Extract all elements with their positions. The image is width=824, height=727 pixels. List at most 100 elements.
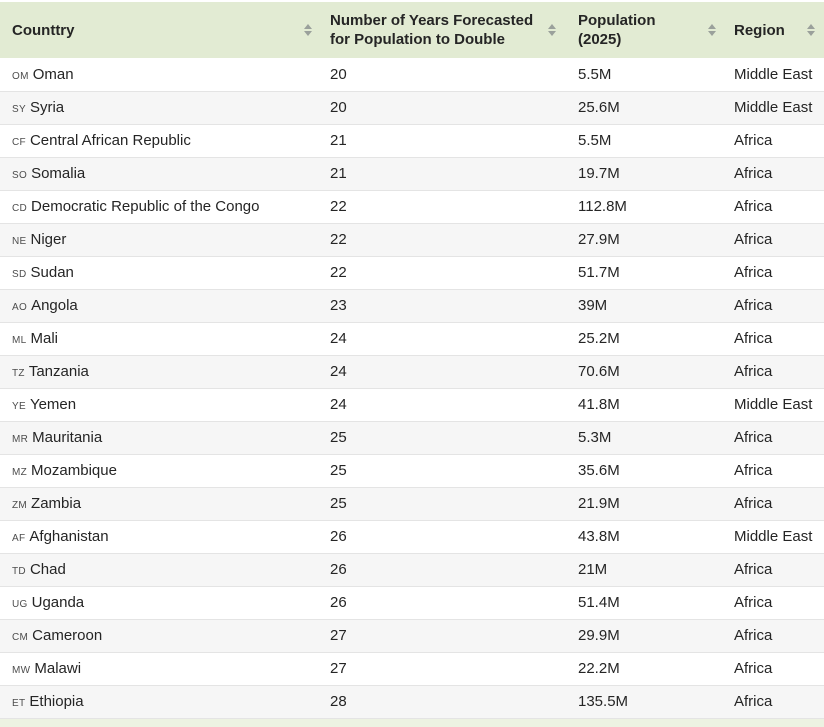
country-code: CD — [12, 203, 28, 214]
country-name: Zambia — [31, 495, 82, 512]
country-cell: UG Uganda — [0, 586, 320, 619]
population-cell: 22.2M — [578, 660, 620, 677]
years-cell: 24 — [330, 396, 347, 413]
country-name: Uganda — [31, 594, 85, 611]
country-name: Afghanistan — [29, 528, 109, 545]
country-cell: SD Sudan — [0, 256, 320, 289]
region-cell: Africa — [734, 594, 773, 611]
table-body: OM Oman 20 5.5M Middle East SY Syria 20 25… — [0, 58, 824, 718]
sort-icon — [304, 24, 312, 36]
country-name: Yemen — [29, 396, 77, 413]
country-code: ZM — [12, 500, 28, 511]
table-row: CF Central African Republic 21 5.5M Afric… — [0, 124, 824, 157]
population-cell: 35.6M — [578, 462, 620, 479]
population-cell: 5.3M — [578, 429, 612, 446]
country-code: SY — [12, 104, 26, 115]
column-header-years-to-double[interactable]: Number of Years Forecasted for Populatio… — [320, 2, 566, 58]
country-cell: TD Chad — [0, 553, 320, 586]
table-row: TD Chad 26 21M Africa — [0, 553, 824, 586]
country-cell: MR Mauritania — [0, 421, 320, 454]
table-row: AO Angola 23 39M Africa — [0, 289, 824, 322]
region-cell: Africa — [734, 363, 773, 380]
region-cell: Africa — [734, 462, 773, 479]
table-row: MW Malawi 27 22.2M Africa — [0, 652, 824, 685]
country-code: NE — [12, 236, 27, 247]
region-cell: Africa — [734, 429, 773, 446]
table-row: ET Ethiopia 28 135.5M Africa — [0, 685, 824, 718]
column-header-population-label: Population (2025) — [578, 12, 656, 48]
country-name: Niger — [30, 231, 67, 248]
country-cell: ZM Zambia — [0, 487, 320, 520]
country-cell: SO Somalia — [0, 157, 320, 190]
table-header: Counttry Number of Years Forecasted for … — [0, 2, 824, 58]
column-header-years-label: Number of Years Forecasted for Populatio… — [330, 12, 534, 48]
population-cell: 5.5M — [578, 132, 612, 149]
column-header-region-label: Region — [734, 21, 785, 39]
country-name: Cameroon — [32, 627, 103, 644]
population-cell: 21.9M — [578, 495, 620, 512]
country-name: Sudan — [30, 264, 74, 281]
table-row: YE Yemen 24 41.8M Middle East — [0, 388, 824, 421]
country-cell: MW Malawi — [0, 652, 320, 685]
country-code: SO — [12, 170, 28, 181]
country-code: UG — [12, 599, 28, 610]
country-cell: NE Niger — [0, 223, 320, 256]
population-cell: 135.5M — [578, 693, 629, 711]
table-row: MZ Mozambique 25 35.6M Africa — [0, 454, 824, 487]
column-header-population[interactable]: Population (2025) — [566, 2, 726, 58]
country-code: MZ — [12, 467, 28, 478]
population-cell: 29.9M — [578, 627, 620, 644]
sort-icon — [548, 24, 556, 36]
country-name: Democratic Republic of the Congo — [31, 198, 260, 215]
country-name: Malawi — [34, 660, 82, 677]
country-code: ET — [12, 698, 26, 710]
country-code: AO — [12, 302, 28, 313]
table-footer-strip — [0, 718, 824, 727]
years-cell: 27 — [330, 660, 347, 677]
country-cell: YE Yemen — [0, 388, 320, 421]
table-row: NE Niger 22 27.9M Africa — [0, 223, 824, 256]
population-cell: 21M — [578, 561, 608, 578]
years-cell: 26 — [330, 561, 347, 578]
population-cell: 112.8M — [578, 198, 627, 215]
years-cell: 23 — [330, 297, 347, 314]
region-cell: Africa — [734, 165, 773, 182]
years-cell: 22 — [330, 198, 347, 215]
years-cell: 20 — [330, 65, 347, 83]
table-row: OM Oman 20 5.5M Middle East — [0, 58, 824, 91]
country-code: YE — [12, 401, 26, 412]
country-name: Mozambique — [31, 462, 117, 479]
column-header-region[interactable]: Region — [726, 2, 824, 58]
column-header-country[interactable]: Counttry — [0, 2, 320, 58]
country-code: ML — [12, 335, 27, 346]
region-cell: Africa — [734, 693, 773, 711]
population-cell: 41.8M — [578, 396, 620, 413]
region-cell: Africa — [734, 660, 773, 677]
country-cell: TZ Tanzania — [0, 355, 320, 388]
region-cell: Africa — [734, 297, 773, 314]
country-cell: SY Syria — [0, 91, 320, 124]
table-row: TZ Tanzania 24 70.6M Africa — [0, 355, 824, 388]
region-cell: Africa — [734, 330, 773, 347]
years-cell: 20 — [330, 99, 347, 116]
years-cell: 25 — [330, 429, 347, 446]
years-cell: 21 — [330, 165, 347, 182]
country-cell: MZ Mozambique — [0, 454, 320, 487]
sort-icon — [708, 24, 716, 36]
years-cell: 26 — [330, 528, 347, 545]
country-name: Syria — [29, 99, 65, 116]
table-row: SD Sudan 22 51.7M Africa — [0, 256, 824, 289]
country-code: TD — [12, 566, 26, 577]
population-cell: 25.6M — [578, 99, 620, 116]
country-code: CF — [12, 137, 26, 148]
region-cell: Africa — [734, 198, 773, 215]
sort-icon — [807, 24, 815, 36]
population-cell: 25.2M — [578, 330, 620, 347]
years-cell: 21 — [330, 132, 347, 149]
country-cell: CD Democratic Republic of the Congo — [0, 190, 320, 223]
country-name: Somalia — [31, 165, 86, 182]
table-row: SY Syria 20 25.6M Middle East — [0, 91, 824, 124]
years-cell: 22 — [330, 231, 347, 248]
country-cell: ML Mali — [0, 322, 320, 355]
